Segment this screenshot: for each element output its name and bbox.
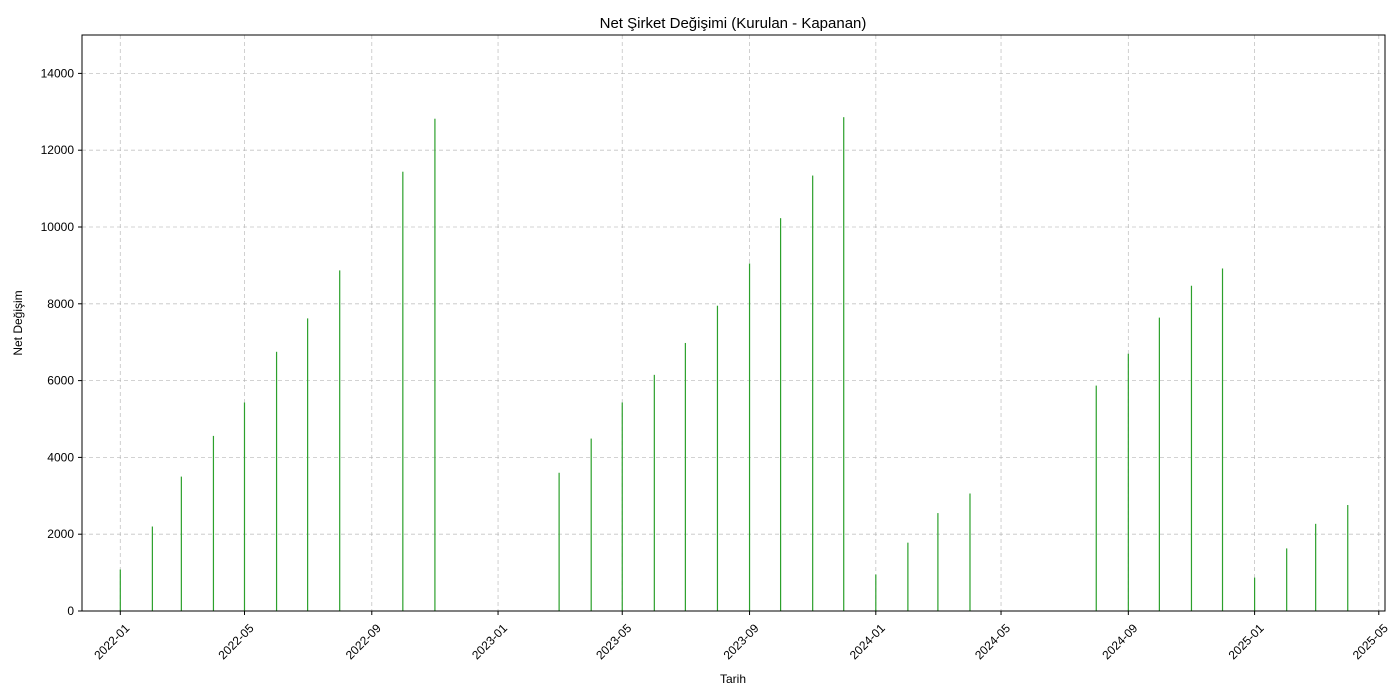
x-tick-label: 2022-09 bbox=[343, 621, 384, 662]
bar bbox=[212, 435, 215, 611]
bar bbox=[937, 513, 939, 611]
x-tick-label: 2024-01 bbox=[847, 621, 888, 662]
bar bbox=[621, 402, 623, 611]
bars-layer bbox=[119, 117, 1349, 612]
bar bbox=[243, 402, 246, 611]
bar bbox=[1221, 268, 1224, 611]
x-tick-label: 2025-05 bbox=[1350, 621, 1391, 662]
bar bbox=[1315, 523, 1317, 611]
bar bbox=[969, 493, 971, 611]
bar bbox=[875, 574, 877, 611]
bar bbox=[558, 472, 560, 611]
x-tick-label: 2023-05 bbox=[593, 621, 634, 662]
bar bbox=[1095, 385, 1097, 611]
bar bbox=[1127, 353, 1129, 611]
x-tick-label: 2023-01 bbox=[469, 621, 510, 662]
bar bbox=[151, 526, 153, 611]
plot-frame bbox=[81, 34, 1386, 612]
bar bbox=[1158, 317, 1160, 611]
bar bbox=[402, 171, 404, 612]
bar bbox=[434, 118, 436, 611]
bar bbox=[307, 318, 309, 611]
y-tick-label: 10000 bbox=[41, 220, 75, 234]
bar bbox=[812, 175, 814, 611]
axes-layer: 0 2000 4000 6000 8000 10000 12000 14000 2022-01 2… bbox=[41, 34, 1391, 662]
bar bbox=[1286, 548, 1288, 611]
y-tick-label: 6000 bbox=[47, 374, 74, 388]
x-axis-label: Tarih bbox=[720, 672, 746, 686]
bar bbox=[590, 438, 592, 611]
chart-title: Net Şirket Değişimi (Kurulan - Kapanan) bbox=[600, 15, 867, 32]
x-tick-label: 2022-05 bbox=[216, 621, 257, 662]
y-tick-label: 0 bbox=[67, 604, 74, 618]
bar bbox=[119, 569, 121, 611]
bar bbox=[684, 342, 686, 611]
y-tick-label: 12000 bbox=[41, 143, 75, 157]
x-tick-label: 2023-09 bbox=[721, 621, 762, 662]
bar bbox=[843, 117, 845, 612]
x-tick-label: 2024-09 bbox=[1099, 621, 1140, 662]
y-tick-label: 8000 bbox=[47, 297, 74, 311]
y-tick-label: 14000 bbox=[41, 66, 75, 80]
y-axis-label: Net Değişim bbox=[11, 290, 25, 355]
grid-layer bbox=[82, 35, 1385, 612]
y-tick-label: 2000 bbox=[47, 527, 74, 541]
x-tick-label: 2025-01 bbox=[1226, 621, 1267, 662]
bar bbox=[275, 351, 278, 611]
bar bbox=[907, 542, 909, 611]
bar bbox=[653, 374, 655, 611]
bar bbox=[180, 476, 182, 611]
x-tick-label: 2022-01 bbox=[91, 621, 132, 662]
bar bbox=[1253, 577, 1256, 611]
bar bbox=[748, 263, 751, 611]
bar bbox=[339, 270, 341, 611]
bar bbox=[1347, 505, 1349, 611]
y-tick-label: 4000 bbox=[47, 450, 74, 464]
bar bbox=[716, 305, 719, 611]
bar bbox=[779, 218, 782, 611]
x-tick-label: 2024-05 bbox=[972, 621, 1013, 662]
bar bbox=[1190, 285, 1193, 611]
